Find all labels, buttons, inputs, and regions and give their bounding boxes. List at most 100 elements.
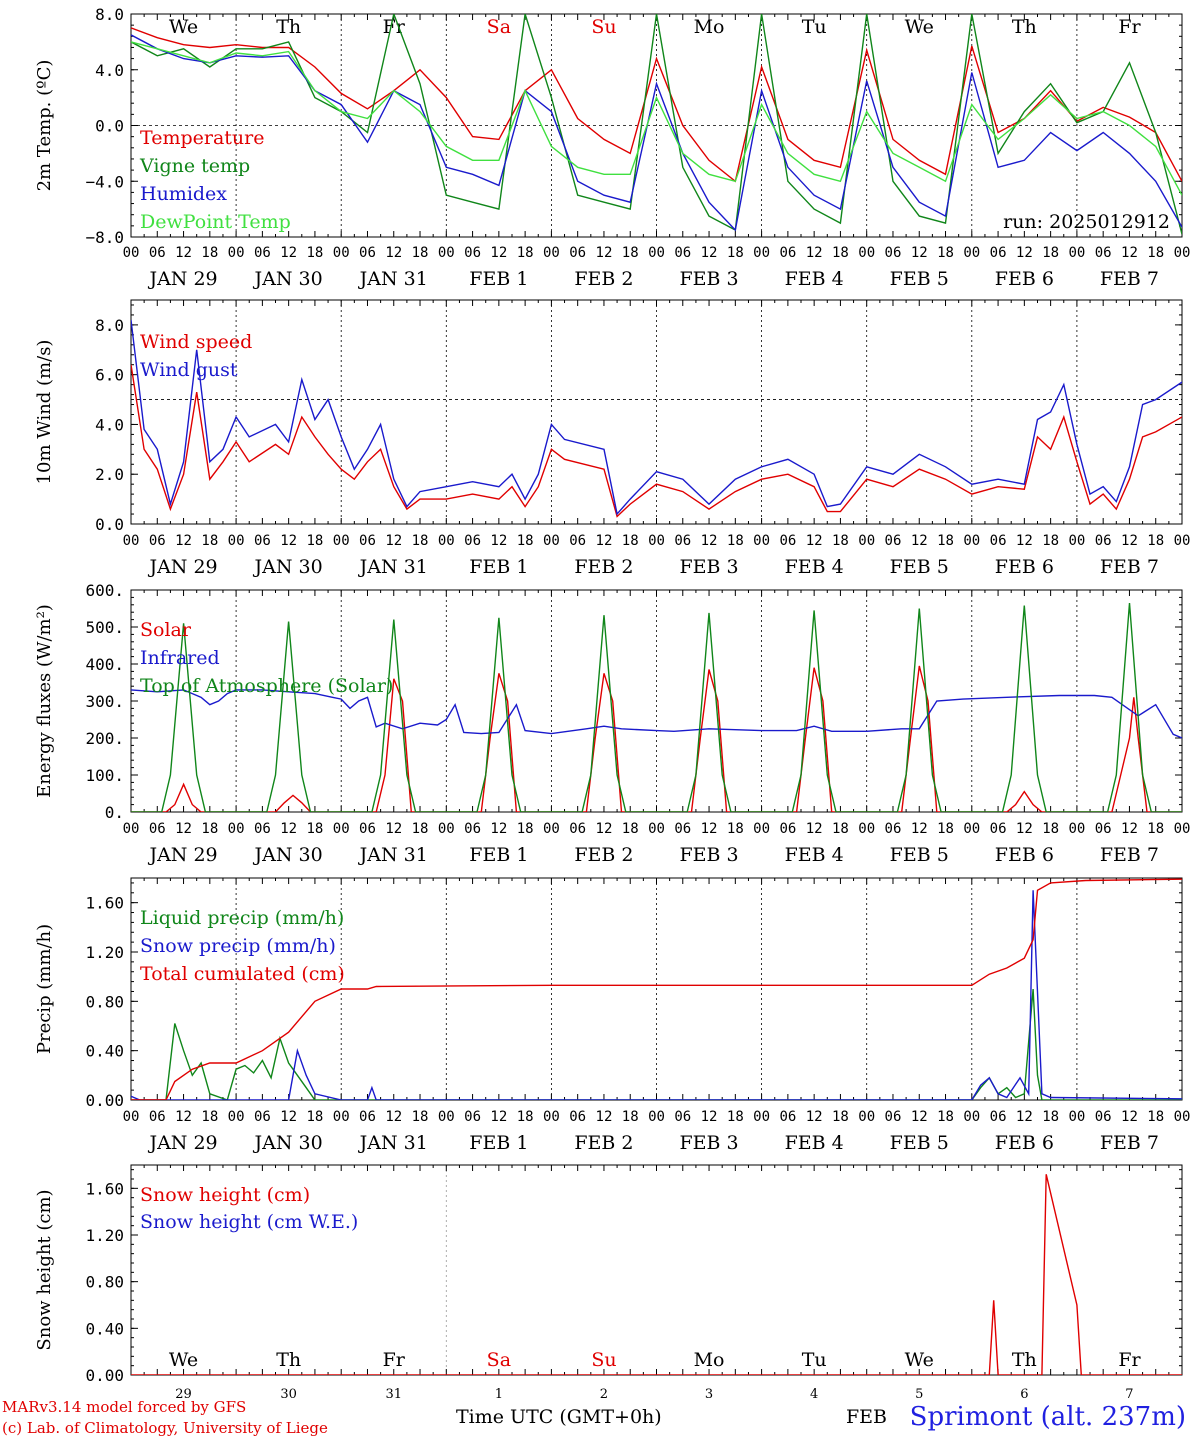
series-top-of-atmosphere-solar	[131, 602, 1182, 812]
hour-tick-label: 06	[569, 821, 586, 837]
hour-tick-label: 06	[569, 1109, 586, 1125]
hour-tick-label: 06	[359, 533, 376, 549]
day-of-week-label: Fr	[383, 1349, 406, 1371]
hour-tick-label: 06	[885, 1109, 902, 1125]
hour-tick-label: 12	[280, 245, 297, 261]
panel-3: 0. 100. 200. 300. 400. 500. 600. Energy fluxes …	[34, 581, 1190, 866]
hour-tick-label: 12	[385, 533, 402, 549]
legend-entry: Total cumulated (cm)	[140, 963, 345, 985]
hour-tick-label: 12	[701, 1109, 718, 1125]
hour-tick-label: 18	[1042, 1109, 1059, 1125]
site-label: Sprimont (alt. 237m)	[909, 1402, 1186, 1432]
date-label: JAN 31	[358, 844, 428, 866]
y-tick-label: 8.0	[95, 5, 124, 24]
legend-entry: Infrared	[140, 647, 220, 669]
hour-tick-label: 12	[175, 245, 192, 261]
series-solar	[131, 665, 1182, 812]
day-of-week-label: We	[169, 1349, 198, 1371]
hour-tick-label: 12	[280, 1109, 297, 1125]
hour-tick-label: 18	[937, 533, 954, 549]
date-label: FEB 1	[469, 844, 528, 866]
hour-tick-label: 12	[175, 1109, 192, 1125]
hour-tick-label: 18	[517, 821, 534, 837]
hour-tick-label: 12	[175, 533, 192, 549]
hour-tick-label: 12	[596, 1109, 613, 1125]
hour-tick-label: 18	[306, 1109, 323, 1125]
y-tick-label: 0.80	[85, 1273, 124, 1292]
hour-tick-label: 06	[254, 1109, 271, 1125]
hour-tick-label: 00	[228, 821, 245, 837]
series-snow-precip-mm-h	[131, 890, 1182, 1100]
date-label: FEB 5	[890, 844, 949, 866]
hour-tick-label: 18	[412, 245, 429, 261]
date-label: FEB 1	[469, 556, 528, 578]
y-tick-label: 1.60	[85, 894, 124, 913]
hour-tick-label: 00	[123, 1109, 140, 1125]
day-of-week-label: Th	[1012, 16, 1037, 38]
hour-tick-label: 00	[1174, 245, 1191, 261]
y-tick-label: 500.	[85, 618, 124, 637]
hour-tick-label: 00	[1068, 821, 1085, 837]
hour-tick-label: 06	[359, 821, 376, 837]
hour-tick-label: 00	[963, 1109, 980, 1125]
y-tick-label: 4.0	[95, 415, 124, 434]
hour-tick-label: 06	[1095, 245, 1112, 261]
date-label: FEB 6	[995, 268, 1054, 290]
hour-tick-label: 06	[990, 533, 1007, 549]
hour-tick-label: 12	[1121, 533, 1138, 549]
hour-tick-label: 18	[727, 1109, 744, 1125]
y-tick-label: 0.40	[85, 1319, 124, 1338]
hour-tick-label: 00	[753, 821, 770, 837]
hour-tick-label: 06	[674, 533, 691, 549]
hour-tick-label: 18	[727, 245, 744, 261]
day-number-label: 6	[1020, 1387, 1028, 1402]
hour-tick-label: 18	[201, 821, 218, 837]
hour-tick-label: 06	[149, 533, 166, 549]
hour-tick-label: 18	[832, 245, 849, 261]
hour-tick-label: 12	[701, 533, 718, 549]
hour-tick-label: 00	[438, 533, 455, 549]
hour-tick-label: 00	[648, 1109, 665, 1125]
day-of-week-label: Fr	[383, 16, 406, 38]
date-label: JAN 30	[253, 1132, 323, 1154]
hour-tick-label: 12	[385, 245, 402, 261]
day-of-week-label: Tu	[802, 1349, 827, 1371]
hour-tick-label: 12	[175, 821, 192, 837]
date-label: JAN 30	[253, 844, 323, 866]
legend-entry: Solar	[140, 619, 192, 641]
hour-tick-label: 06	[569, 245, 586, 261]
hour-tick-label: 18	[832, 821, 849, 837]
day-of-week-label: Su	[591, 1349, 616, 1371]
hour-tick-label: 00	[963, 821, 980, 837]
date-label: JAN 30	[253, 268, 323, 290]
hour-tick-label: 12	[911, 245, 928, 261]
hour-tick-label: 00	[963, 533, 980, 549]
y-tick-label: 200.	[85, 729, 124, 748]
hour-tick-label: 00	[228, 1109, 245, 1125]
legend-entry: Humidex	[140, 183, 227, 205]
hour-tick-label: 00	[438, 245, 455, 261]
date-label: FEB 3	[679, 844, 738, 866]
hour-tick-label: 18	[622, 245, 639, 261]
hour-tick-label: 06	[674, 245, 691, 261]
y-tick-label: 0.0	[95, 515, 124, 534]
date-label: FEB 6	[995, 1132, 1054, 1154]
series-dewpoint-temp	[131, 41, 1182, 196]
hour-tick-label: 18	[832, 533, 849, 549]
hour-tick-label: 18	[1147, 1109, 1164, 1125]
hour-tick-label: 06	[464, 533, 481, 549]
day-of-week-label: Th	[276, 16, 301, 38]
hour-tick-label: 12	[1016, 533, 1033, 549]
date-label: FEB 5	[890, 1132, 949, 1154]
date-label: FEB 7	[1100, 844, 1159, 866]
series-wind-speed	[131, 364, 1182, 518]
y-axis-label: Precip (mm/h)	[34, 924, 55, 1054]
panel-4: 0.00 0.40 0.80 1.20 1.60 Precip (mm/h) 00 06 12 1…	[34, 877, 1190, 1154]
day-of-week-label: Mo	[694, 16, 725, 38]
hour-tick-label: 00	[333, 821, 350, 837]
y-tick-label: 6.0	[95, 366, 124, 385]
date-label: JAN 30	[253, 556, 323, 578]
hour-tick-label: 12	[911, 821, 928, 837]
hour-tick-label: 12	[490, 1109, 507, 1125]
day-of-week-label: We	[905, 1349, 934, 1371]
